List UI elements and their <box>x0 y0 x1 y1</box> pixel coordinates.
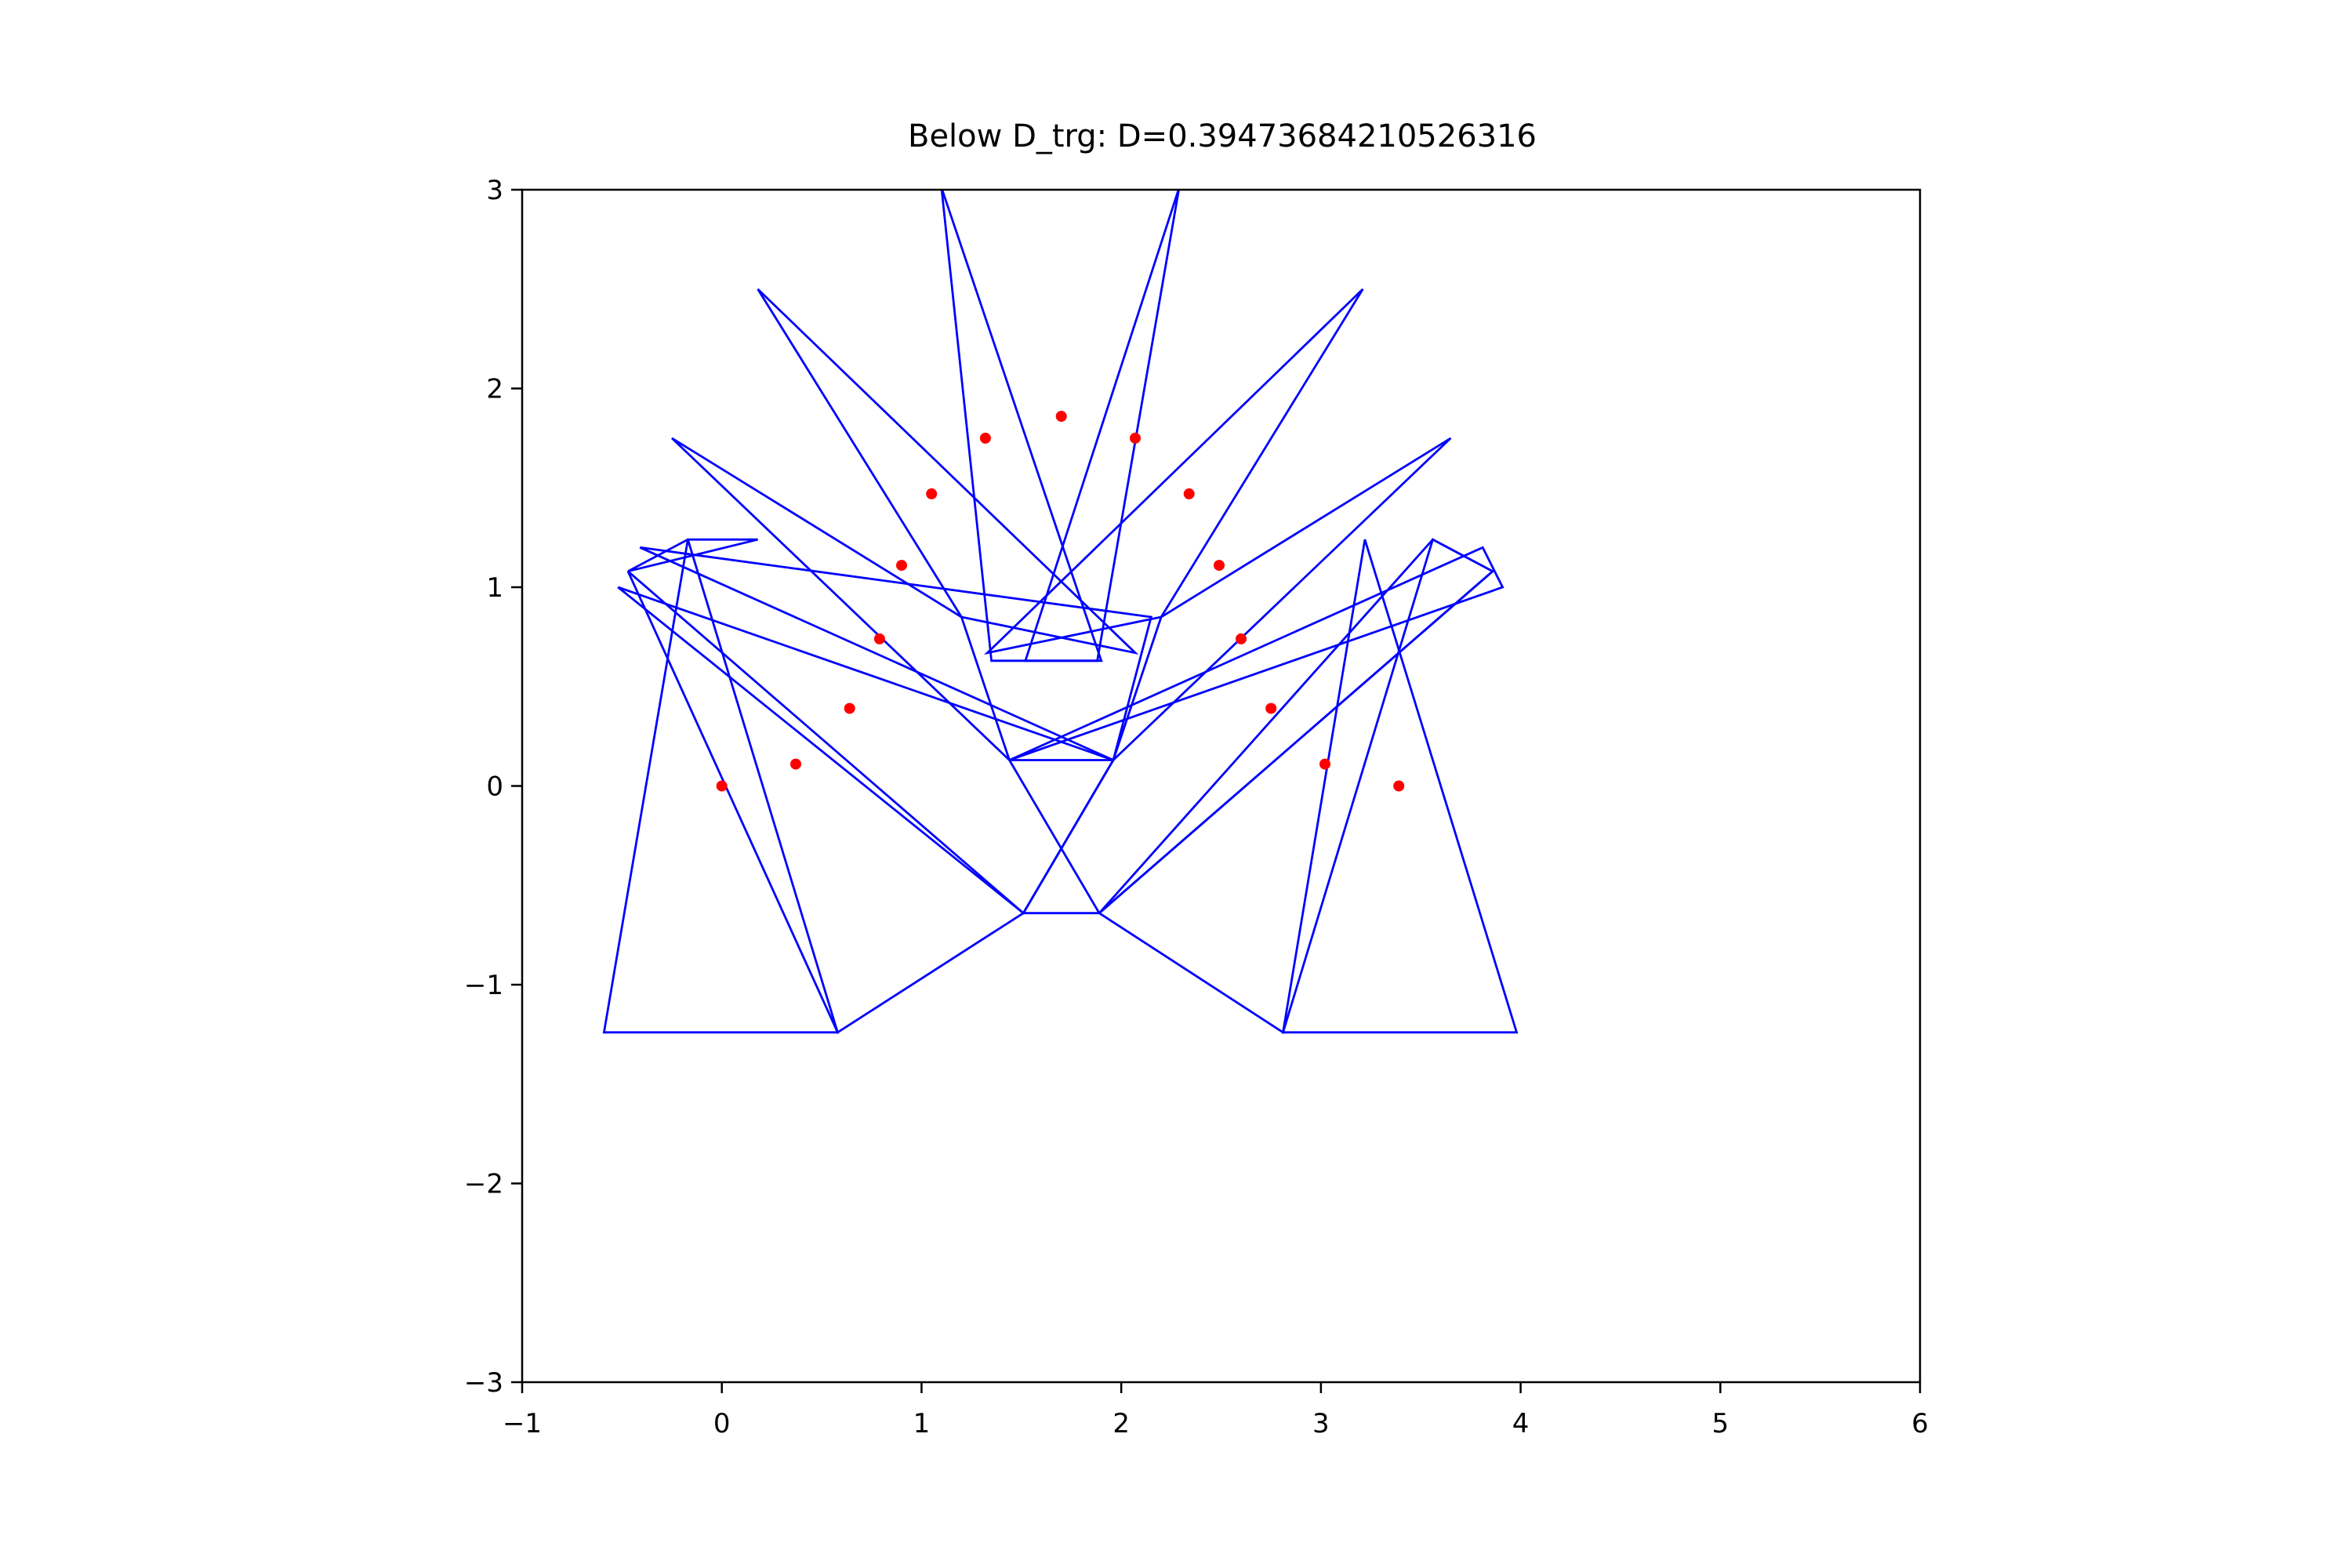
plot-area <box>602 190 1519 1034</box>
polygon-7 <box>940 190 1103 662</box>
y-tick-label: 3 <box>486 175 503 206</box>
x-tick-label: 0 <box>713 1408 731 1439</box>
x-tick-label: 1 <box>913 1408 931 1439</box>
data-point-15 <box>1393 780 1405 792</box>
data-point-7 <box>979 432 991 444</box>
data-point-8 <box>1055 411 1067 422</box>
x-tick-label: 3 <box>1312 1408 1330 1439</box>
polygon-10 <box>1112 437 1452 761</box>
data-point-11 <box>1214 560 1225 572</box>
polygon-2 <box>626 570 1025 1034</box>
polygon-12 <box>1098 538 1495 914</box>
data-point-3 <box>844 702 855 714</box>
x-tick-label: 6 <box>1911 1408 1929 1439</box>
y-tick-label: −3 <box>464 1367 503 1399</box>
y-tick-label: −2 <box>464 1169 503 1200</box>
axes: −1 0 1 2 3 4 5 6 −3 −2 −1 0 1 2 3 <box>464 175 1929 1439</box>
polygon-4 <box>639 546 1153 762</box>
y-tick-label: 1 <box>486 572 503 604</box>
data-point-13 <box>1265 702 1277 714</box>
data-point-2 <box>790 758 801 770</box>
y-tick-label: −1 <box>464 970 503 1001</box>
polygon-15 <box>627 538 758 573</box>
polygon-14 <box>1097 538 1495 1034</box>
x-tick-label: −1 <box>503 1408 542 1439</box>
polygon-6 <box>757 288 1139 655</box>
y-tick-label: 2 <box>486 374 503 405</box>
data-point-1 <box>716 780 728 792</box>
data-point-4 <box>873 633 885 644</box>
x-tick-label: 4 <box>1512 1408 1530 1439</box>
x-tick-label: 5 <box>1711 1408 1729 1439</box>
data-point-14 <box>1319 758 1330 770</box>
polygon-13 <box>1281 539 1519 1034</box>
x-tick-label: 2 <box>1112 1408 1130 1439</box>
data-point-9 <box>1130 432 1141 444</box>
axes-frame <box>521 188 1922 1384</box>
data-point-6 <box>926 488 938 499</box>
polygon-9 <box>984 288 1364 655</box>
polygon-16 <box>1007 759 1116 915</box>
y-tick-label: 0 <box>486 771 503 803</box>
data-point-12 <box>1236 633 1247 644</box>
data-point-10 <box>1183 488 1195 499</box>
chart-title: Below D_trg: D=0.39473684210526316 <box>908 118 1537 154</box>
data-point-5 <box>896 560 907 572</box>
polygon-8 <box>1023 190 1180 662</box>
polygon-11 <box>1008 546 1504 761</box>
polygon-1 <box>602 539 840 1034</box>
polygon-5 <box>671 437 1011 761</box>
